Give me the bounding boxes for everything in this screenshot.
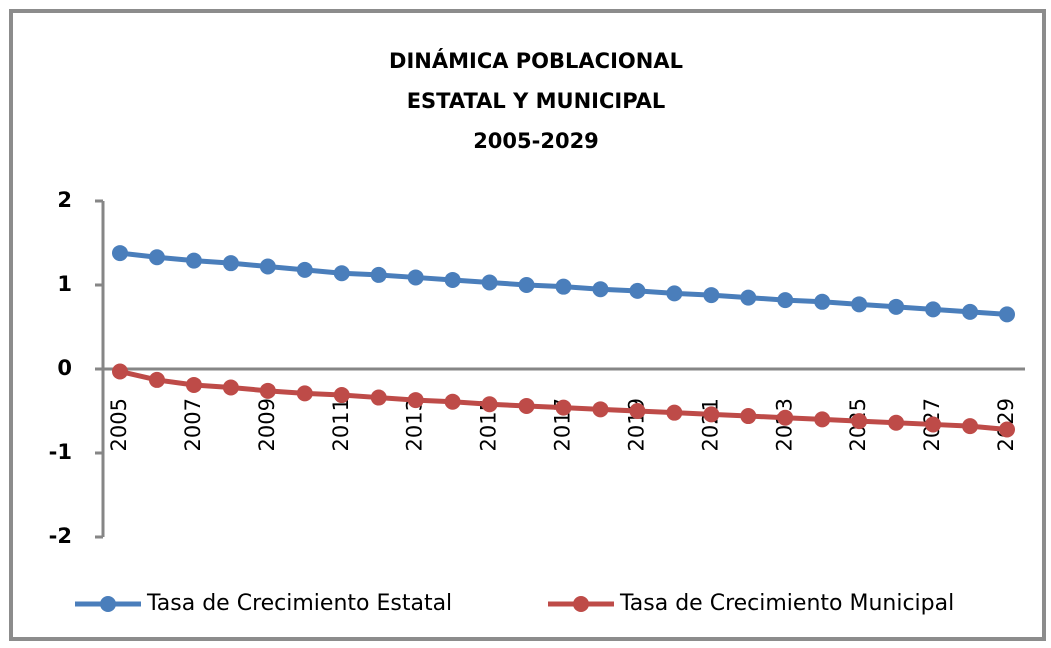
y-tick-label: -2 — [49, 524, 72, 548]
point — [629, 403, 646, 419]
point — [740, 289, 757, 306]
point — [925, 416, 942, 433]
point — [629, 282, 646, 299]
point — [777, 409, 794, 426]
point — [518, 397, 535, 414]
point — [555, 278, 572, 295]
x-tick-label: 2005 — [107, 398, 131, 451]
legend-label: Tasa de Crecimiento Municipal — [619, 591, 954, 616]
chart-title: ESTATAL Y MUNICIPAL — [407, 89, 666, 113]
y-tick-label: 1 — [57, 272, 72, 296]
point — [444, 393, 461, 410]
y-tick-label: -1 — [49, 440, 72, 464]
point — [333, 387, 350, 404]
legend-swatch-marker — [573, 596, 589, 612]
point — [148, 371, 165, 388]
y-tick-label: 0 — [57, 356, 72, 380]
chart-title: DINÁMICA POBLACIONAL — [389, 48, 683, 73]
point — [481, 274, 498, 291]
point — [370, 389, 387, 406]
point — [740, 408, 757, 425]
point — [777, 292, 794, 309]
point — [592, 281, 609, 298]
point — [592, 401, 609, 418]
point — [518, 277, 535, 293]
point — [703, 287, 720, 304]
point — [888, 414, 905, 431]
point — [555, 399, 572, 416]
point — [851, 413, 868, 430]
point — [888, 298, 905, 315]
point — [222, 379, 239, 396]
point — [666, 285, 683, 302]
point — [112, 245, 128, 262]
point — [962, 418, 979, 435]
point — [407, 269, 424, 286]
x-tick-label: 2011 — [329, 398, 353, 451]
point — [112, 363, 128, 380]
point — [407, 392, 424, 409]
point — [999, 306, 1015, 323]
point — [185, 252, 202, 269]
point — [185, 376, 202, 393]
y-tick-label: 2 — [57, 188, 72, 212]
point — [814, 293, 831, 310]
point — [370, 266, 387, 283]
point — [222, 255, 239, 272]
legend-label: Tasa de Crecimiento Estatal — [146, 591, 452, 616]
x-tick-label: 2021 — [698, 398, 722, 451]
point — [148, 249, 165, 266]
point — [259, 382, 276, 399]
point — [296, 261, 313, 278]
point — [999, 421, 1015, 438]
point — [666, 404, 683, 421]
point — [333, 265, 350, 282]
chart-border — [9, 9, 1046, 641]
point — [259, 258, 276, 275]
point — [925, 301, 942, 318]
point — [703, 406, 720, 423]
point — [814, 411, 831, 428]
point — [481, 396, 498, 413]
chart-title: 2005-2029 — [473, 129, 599, 153]
point — [296, 385, 313, 402]
x-tick-label: 2007 — [181, 398, 205, 451]
point — [962, 303, 979, 320]
x-tick-label: 2009 — [255, 398, 279, 451]
legend-swatch-marker — [100, 596, 116, 612]
point — [444, 271, 461, 288]
point — [851, 296, 868, 313]
